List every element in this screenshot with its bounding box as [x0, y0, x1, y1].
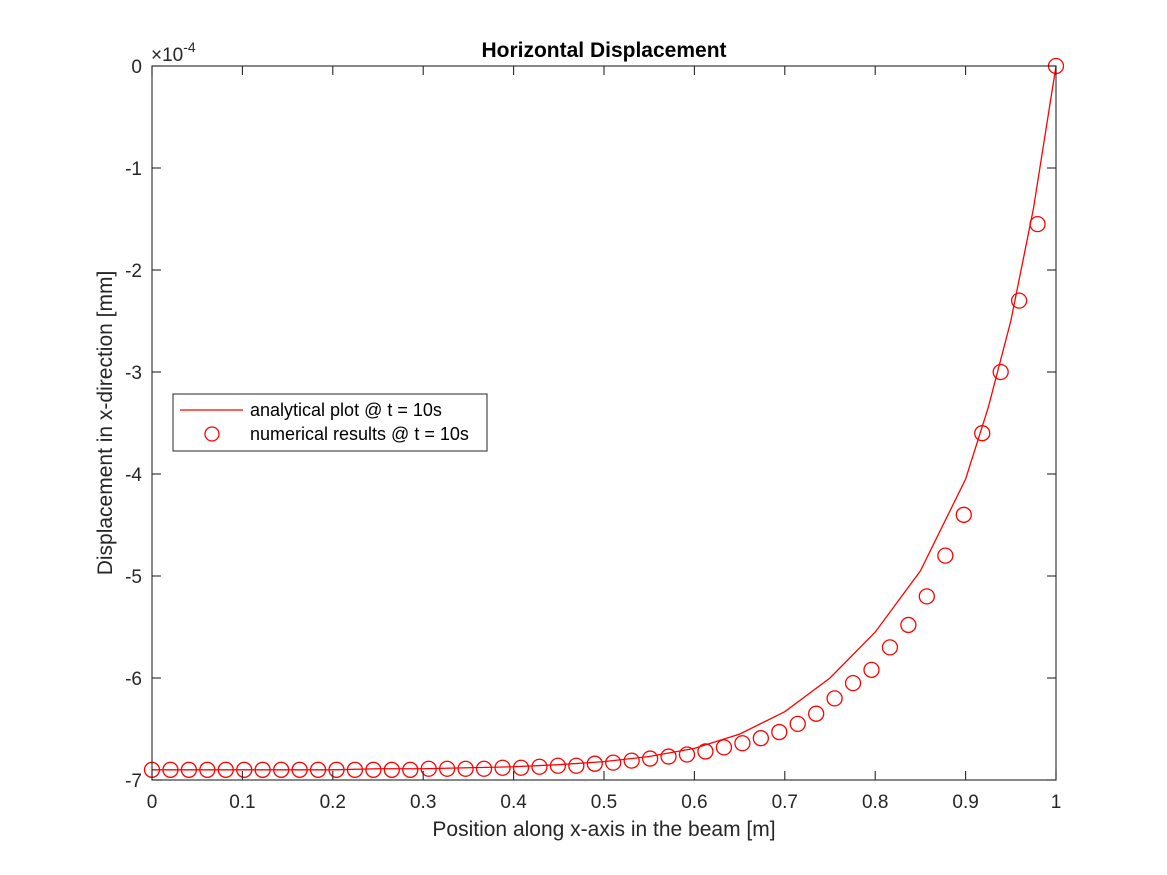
- data-point-numerical: [309, 761, 327, 778]
- x-tick-label: 0.8: [862, 792, 888, 813]
- data-point-numerical: [346, 761, 364, 778]
- legend-marker-swatch: [204, 426, 220, 442]
- data-point-numerical: [1029, 215, 1046, 233]
- data-point-numerical: [439, 760, 456, 777]
- data-point-numerical: [734, 735, 751, 752]
- data-point-numerical: [254, 761, 271, 778]
- data-point-numerical: [752, 730, 769, 747]
- y-tick-label: -7: [125, 771, 142, 792]
- y-axis-exponent-label: ×10-4: [151, 39, 196, 66]
- data-point-numerical: [512, 759, 530, 776]
- data-point-numerical: [1010, 292, 1028, 309]
- x-tick-label: 0.6: [681, 792, 707, 813]
- x-tick-label: 0.5: [591, 792, 617, 813]
- y-tick-label: -5: [125, 567, 142, 588]
- y-axis-ticks: -7 -6 -5 -4 -3 -2 -1 0: [125, 57, 1056, 792]
- x-tick-label: 0.1: [229, 792, 255, 813]
- y-tick-label: -4: [125, 465, 142, 486]
- data-point-numerical: [328, 761, 345, 778]
- data-point-numerical: [494, 759, 511, 776]
- x-tick-label: 0.3: [410, 792, 436, 813]
- data-point-numerical: [568, 757, 585, 774]
- data-point-numerical: [402, 761, 419, 778]
- data-point-numerical: [457, 760, 474, 777]
- y-tick-label: -6: [125, 669, 142, 690]
- data-point-numerical: [199, 761, 216, 778]
- data-point-numerical: [844, 674, 862, 692]
- y-axis-title: Displacement in x-direction [mm]: [94, 271, 117, 576]
- data-point-numerical: [715, 739, 733, 756]
- y-tick-label: 0: [131, 57, 142, 78]
- data-point-numerical: [697, 743, 714, 760]
- data-point-numerical: [992, 363, 1009, 381]
- data-point-numerical: [955, 506, 972, 523]
- data-point-numerical: [236, 761, 253, 778]
- x-tick-label: 0: [147, 792, 158, 813]
- data-point-numerical: [937, 547, 954, 564]
- data-point-numerical: [273, 761, 290, 778]
- y-exponent-base: ×10: [151, 45, 183, 66]
- x-tick-label: 0.9: [952, 792, 978, 813]
- data-point-numerical: [162, 761, 179, 778]
- x-axis-ticks: 0 0.1 0.2 0.3 0.4 0.5 0.6 0.7 0.8 0.9 1: [147, 66, 1062, 813]
- data-point-numerical: [531, 758, 548, 775]
- data-point-numerical: [660, 748, 677, 765]
- data-point-numerical: [365, 761, 382, 778]
- data-point-numerical: [771, 723, 788, 741]
- x-axis-title: Position along x-axis in the beam [m]: [432, 818, 775, 841]
- legend: analytical plot @ t = 10s numerical resul…: [172, 393, 488, 452]
- data-point-numerical: [808, 705, 825, 722]
- data-point-numerical: [217, 761, 234, 778]
- x-tick-label: 0.2: [320, 792, 346, 813]
- data-point-numerical: [586, 755, 603, 772]
- data-point-numerical: [623, 752, 640, 769]
- legend-box: [172, 393, 488, 452]
- data-point-numerical: [678, 746, 696, 763]
- y-tick-label: -1: [125, 159, 142, 180]
- data-point-numerical: [789, 715, 806, 733]
- data-point-numerical: [826, 690, 843, 707]
- data-point-numerical: [291, 761, 308, 778]
- legend-label-analytical: analytical plot @ t = 10s: [250, 400, 442, 420]
- data-point-numerical: [863, 661, 880, 678]
- x-tick-label: 1: [1051, 792, 1062, 813]
- data-point-numerical: [549, 757, 567, 774]
- x-tick-label: 0.4: [500, 792, 527, 813]
- data-point-numerical: [475, 760, 493, 777]
- data-point-numerical: [420, 760, 437, 777]
- y-tick-label: -2: [125, 261, 142, 282]
- data-point-numerical: [900, 616, 917, 634]
- y-exponent-power: -4: [183, 39, 196, 55]
- legend-label-numerical: numerical results @ t = 10s: [250, 424, 469, 444]
- data-point-numerical: [180, 761, 198, 778]
- plot-marks: [143, 57, 1065, 778]
- data-point-numerical: [383, 761, 400, 778]
- series-line-analytical: [152, 65, 1057, 771]
- data-point-numerical: [974, 425, 991, 442]
- data-point-numerical: [881, 639, 899, 656]
- x-tick-label: 0.7: [772, 792, 798, 813]
- data-point-numerical: [641, 750, 659, 767]
- chart-title: Horizontal Displacement: [481, 39, 726, 62]
- y-tick-label: -3: [125, 363, 142, 384]
- data-point-numerical: [605, 754, 622, 771]
- data-point-numerical: [918, 588, 935, 605]
